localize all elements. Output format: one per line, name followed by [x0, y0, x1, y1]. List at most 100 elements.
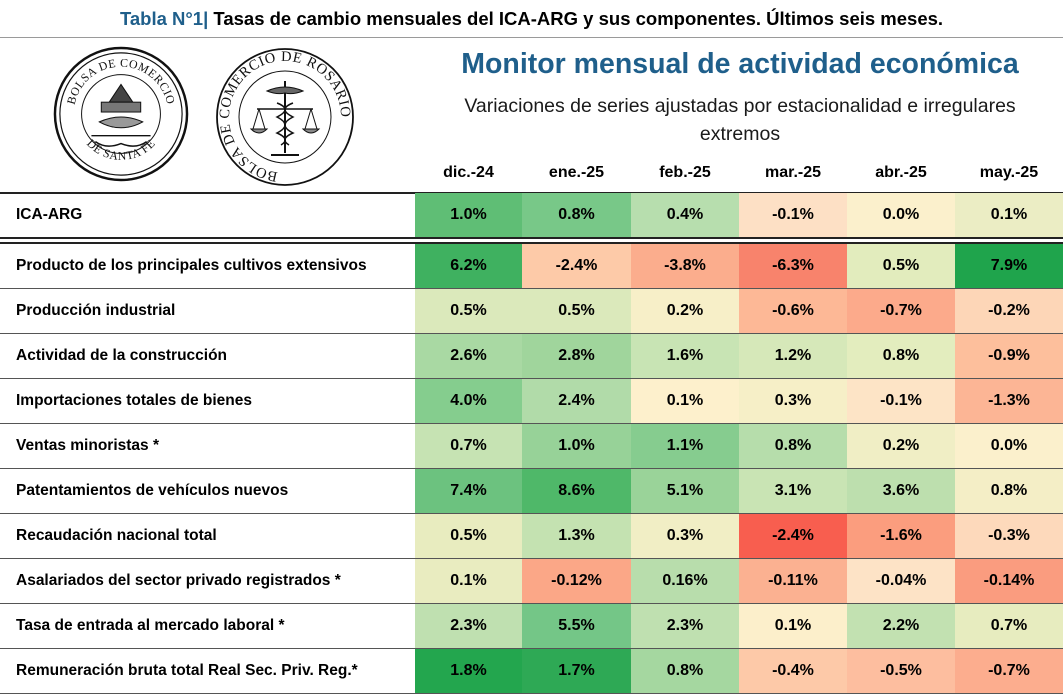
- row-divider: [0, 333, 1063, 334]
- value-cell: 5.5%: [522, 604, 631, 648]
- value-cell: 5.1%: [631, 469, 739, 513]
- row-label: ICA-ARG: [16, 206, 83, 223]
- table-row: Ventas minoristas * 0.7% 1.0% 1.1% 0.8% 0.2% 0…: [0, 424, 1063, 468]
- value-cell: 1.2%: [739, 334, 847, 378]
- value-cell: -1.3%: [955, 379, 1063, 423]
- value-cell: 3.1%: [739, 469, 847, 513]
- value-cell: 2.8%: [522, 334, 631, 378]
- row-label: Producto de los principales cultivos ext…: [16, 257, 367, 274]
- row-divider: [0, 513, 1063, 514]
- value-cell: 7.9%: [955, 244, 1063, 288]
- value-cell: 0.1%: [955, 193, 1063, 237]
- value-cell: 0.16%: [631, 559, 739, 603]
- value-cell: 1.8%: [415, 649, 522, 693]
- row-divider: [0, 423, 1063, 424]
- row-label: Recaudación nacional total: [16, 527, 217, 544]
- month-header: feb.-25: [659, 164, 711, 181]
- value-cell: 0.7%: [955, 604, 1063, 648]
- value-cell: 0.3%: [631, 514, 739, 558]
- santa-fe-seal-logo: BOLSA DE COMERCIO DE SANTA FE: [53, 46, 189, 182]
- value-cell: 1.0%: [522, 424, 631, 468]
- value-cell: 0.2%: [847, 424, 955, 468]
- value-cell: -0.1%: [739, 193, 847, 237]
- row-label: Asalariados del sector privado registrad…: [16, 572, 341, 589]
- header-divider: [0, 192, 1063, 194]
- page-title: Monitor mensual de actividad económica: [461, 48, 1019, 80]
- row-divider: [0, 242, 1063, 244]
- value-cell: 1.1%: [631, 424, 739, 468]
- table-caption: Tabla N°1| Tasas de cambio mensuales del…: [0, 0, 1063, 38]
- value-cell: 2.4%: [522, 379, 631, 423]
- value-cell: 2.2%: [847, 604, 955, 648]
- caption-lead: Tabla N°1|: [119, 8, 209, 29]
- row-label: Actividad de la construcción: [16, 347, 228, 364]
- value-cell: 8.6%: [522, 469, 631, 513]
- svg-text:DE SANTA FE: DE SANTA FE: [84, 136, 158, 163]
- value-cell: -0.3%: [955, 514, 1063, 558]
- table-row: Tasa de entrada al mercado laboral * 2.3%…: [0, 604, 1063, 648]
- table-row: Actividad de la construcción 2.6% 2.8% 1.6%…: [0, 334, 1063, 378]
- value-cell: 1.3%: [522, 514, 631, 558]
- value-cell: 0.0%: [847, 193, 955, 237]
- value-cell: 0.1%: [415, 559, 522, 603]
- value-cell: 2.3%: [631, 604, 739, 648]
- table-row: Importaciones totales de bienes 4.0% 2.4% 0…: [0, 379, 1063, 423]
- value-cell: 0.4%: [631, 193, 739, 237]
- value-cell: 0.1%: [631, 379, 739, 423]
- month-header: ene.-25: [548, 164, 605, 181]
- row-divider: [0, 237, 1063, 239]
- month-header: dic.-24: [443, 164, 494, 181]
- value-cell: 2.6%: [415, 334, 522, 378]
- value-cell: -0.2%: [955, 289, 1063, 333]
- value-cell: 0.5%: [415, 289, 522, 333]
- row-divider: [0, 288, 1063, 289]
- value-cell: -0.11%: [739, 559, 847, 603]
- value-cell: -0.4%: [739, 649, 847, 693]
- month-header: abr.-25: [875, 164, 927, 181]
- table-row: Asalariados del sector privado registrad…: [0, 559, 1063, 603]
- value-cell: 0.3%: [739, 379, 847, 423]
- table-row: Recaudación nacional total 0.5% 1.3% 0.3% -2…: [0, 514, 1063, 558]
- value-cell: 4.0%: [415, 379, 522, 423]
- row-divider: [0, 468, 1063, 469]
- table-row: Producto de los principales cultivos ext…: [0, 244, 1063, 288]
- value-cell: 0.0%: [955, 424, 1063, 468]
- value-cell: -6.3%: [739, 244, 847, 288]
- value-cell: -0.6%: [739, 289, 847, 333]
- value-cell: 0.8%: [522, 193, 631, 237]
- value-cell: 3.6%: [847, 469, 955, 513]
- value-cell: 0.8%: [955, 469, 1063, 513]
- value-cell: 0.8%: [847, 334, 955, 378]
- table-row: ICA-ARG 1.0% 0.8% 0.4% -0.1% 0.0% 0.1%: [0, 193, 1063, 237]
- value-cell: 0.5%: [522, 289, 631, 333]
- value-cell: -0.12%: [522, 559, 631, 603]
- value-cell: -2.4%: [522, 244, 631, 288]
- value-cell: 0.7%: [415, 424, 522, 468]
- value-cell: 6.2%: [415, 244, 522, 288]
- value-cell: -0.04%: [847, 559, 955, 603]
- value-cell: -0.7%: [847, 289, 955, 333]
- value-cell: -1.6%: [847, 514, 955, 558]
- value-cell: -2.4%: [739, 514, 847, 558]
- row-divider: [0, 648, 1063, 649]
- caption-text: Tasas de cambio mensuales del ICA-ARG y …: [208, 8, 944, 29]
- rosario-seal-logo: BOLSA DE COMERCIO DE ROSARIO: [216, 48, 354, 186]
- table-row: Patentamientos de vehículos nuevos 7.4% 8.…: [0, 469, 1063, 513]
- caption-divider: [0, 37, 1063, 38]
- month-header: mar.-25: [764, 164, 822, 181]
- row-label: Tasa de entrada al mercado laboral *: [16, 617, 285, 634]
- value-cell: 2.3%: [415, 604, 522, 648]
- value-cell: -0.9%: [955, 334, 1063, 378]
- row-divider: [0, 558, 1063, 559]
- value-cell: 0.5%: [847, 244, 955, 288]
- value-cell: 0.2%: [631, 289, 739, 333]
- value-cell: 1.7%: [522, 649, 631, 693]
- page-subtitle: Variaciones de series ajustadas por esta…: [464, 95, 1016, 145]
- row-divider: [0, 378, 1063, 379]
- value-cell: 0.1%: [739, 604, 847, 648]
- value-cell: 7.4%: [415, 469, 522, 513]
- value-cell: 0.5%: [415, 514, 522, 558]
- value-cell: -0.5%: [847, 649, 955, 693]
- table-row: Remuneración bruta total Real Sec. Priv.…: [0, 649, 1063, 693]
- value-cell: 0.8%: [739, 424, 847, 468]
